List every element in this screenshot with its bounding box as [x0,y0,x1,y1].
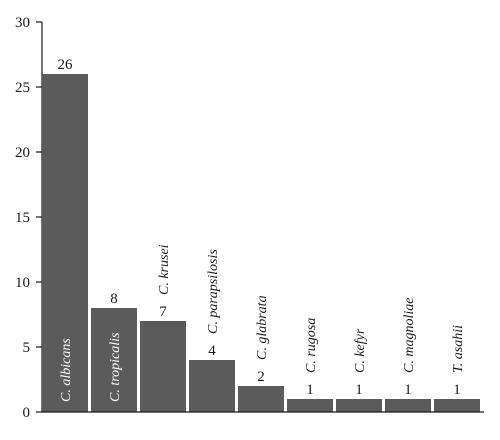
y-tick-label: 20 [15,145,30,161]
y-axis: 0 5 10 15 20 25 30 [15,15,43,421]
y-tick-label: 5 [23,340,31,356]
bar-value-label: 1 [306,382,314,398]
bar-value-label: 7 [159,304,167,320]
bar-value-label: 1 [404,382,412,398]
bar-value-label: 1 [453,382,461,398]
y-tick-label: 10 [15,275,30,291]
category-label: C. magnoliae [402,298,417,373]
bar-value-label: 4 [208,343,216,359]
bar [42,74,88,412]
category-label: C. albicans [59,338,74,402]
y-tick-label: 30 [15,15,30,31]
bar-value-label: 1 [355,382,363,398]
bar [336,399,382,412]
bar [189,360,235,412]
category-label: C. rugosa [304,318,319,373]
bar-value-label: 2 [257,369,265,385]
y-tick-label: 0 [23,405,31,421]
category-label: C. glabrata [255,295,270,360]
category-label: C. kefyr [353,328,368,373]
bar [238,386,284,412]
category-label: T. asahii [451,325,466,373]
y-tick-label: 15 [15,210,30,226]
category-label: C. krusei [157,244,172,295]
bar [287,399,333,412]
category-label: C. parapsilosis [206,249,221,334]
bar-value-label: 26 [58,57,74,73]
bar-value-label: 8 [110,291,118,307]
category-label: C. tropicalis [108,332,123,402]
bar [385,399,431,412]
bars: 26 C. albicans 8 C. tropicalis 7 C. krusei 4 C.… [42,57,480,412]
bar [140,321,186,412]
bar [434,399,480,412]
y-tick-label: 25 [15,80,30,96]
bar [91,308,137,412]
